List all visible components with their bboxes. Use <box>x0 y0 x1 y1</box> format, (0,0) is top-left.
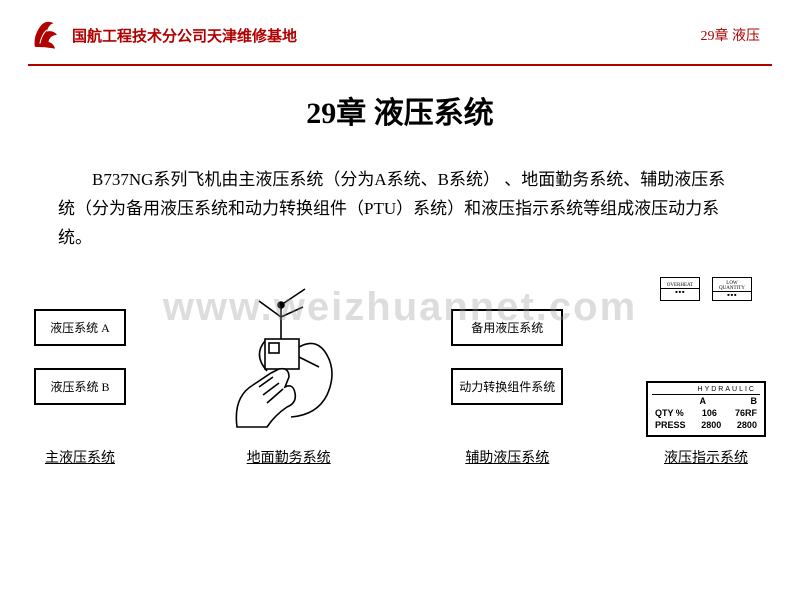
page-title: 29章 液压系统 <box>0 88 800 132</box>
gauge-qty-label: QTY % <box>655 408 684 418</box>
gauge-col-b: B <box>750 396 757 406</box>
diagram-row: 液压系统 A 液压系统 B 主液压系统 <box>34 277 766 467</box>
box-standby: 备用液压系统 <box>451 309 563 346</box>
header: 国航工程技术分公司天津维修基地 29章 液压 <box>0 0 800 60</box>
gauge-col-a: A <box>699 396 706 406</box>
caption-aux: 辅助液压系统 <box>465 447 549 467</box>
box-system-a: 液压系统 A <box>34 309 126 346</box>
header-divider <box>28 64 772 66</box>
gauge-qty-a: 106 <box>702 408 717 418</box>
gauge-press-label: PRESS <box>655 420 686 430</box>
caption-main: 主液压系统 <box>45 447 115 467</box>
panel-indication: OVERHEAT ■ ■ ■ LOW QUANTITY ■ ■ ■ HYDRAU… <box>646 277 766 467</box>
indicator-low-qty: LOW QUANTITY ■ ■ ■ <box>712 277 752 301</box>
caption-indication: 液压指示系统 <box>664 447 748 467</box>
box-ptu: 动力转换组件系统 <box>451 368 563 405</box>
indicator-overheat: OVERHEAT ■ ■ ■ <box>660 277 700 301</box>
panel-main-hydraulic: 液压系统 A 液压系统 B 主液压系统 <box>34 277 126 467</box>
ground-service-icon <box>209 277 369 437</box>
box-system-b: 液压系统 B <box>34 368 126 405</box>
body-paragraph: B737NG系列飞机由主液压系统（分为A系统、B系统） 、地面勤务系统、辅助液压… <box>58 166 742 253</box>
gauge-press-a: 2800 <box>701 420 721 430</box>
gauge-qty-b: 76RF <box>735 408 757 418</box>
org-name: 国航工程技术分公司天津维修基地 <box>72 25 701 46</box>
chapter-label: 29章 液压 <box>701 25 761 45</box>
airline-logo-icon <box>28 18 62 52</box>
gauge-title: HYDRAULIC <box>652 385 760 395</box>
panel-ground-service: 地面勤务系统 <box>209 277 369 467</box>
gauge-press-b: 2800 <box>737 420 757 430</box>
caption-ground: 地面勤务系统 <box>247 447 331 467</box>
hydraulic-gauge: HYDRAULIC A B QTY % 106 76RF PRESS 2800 … <box>646 381 766 437</box>
panel-auxiliary: 备用液压系统 动力转换组件系统 辅助液压系统 <box>451 277 563 467</box>
